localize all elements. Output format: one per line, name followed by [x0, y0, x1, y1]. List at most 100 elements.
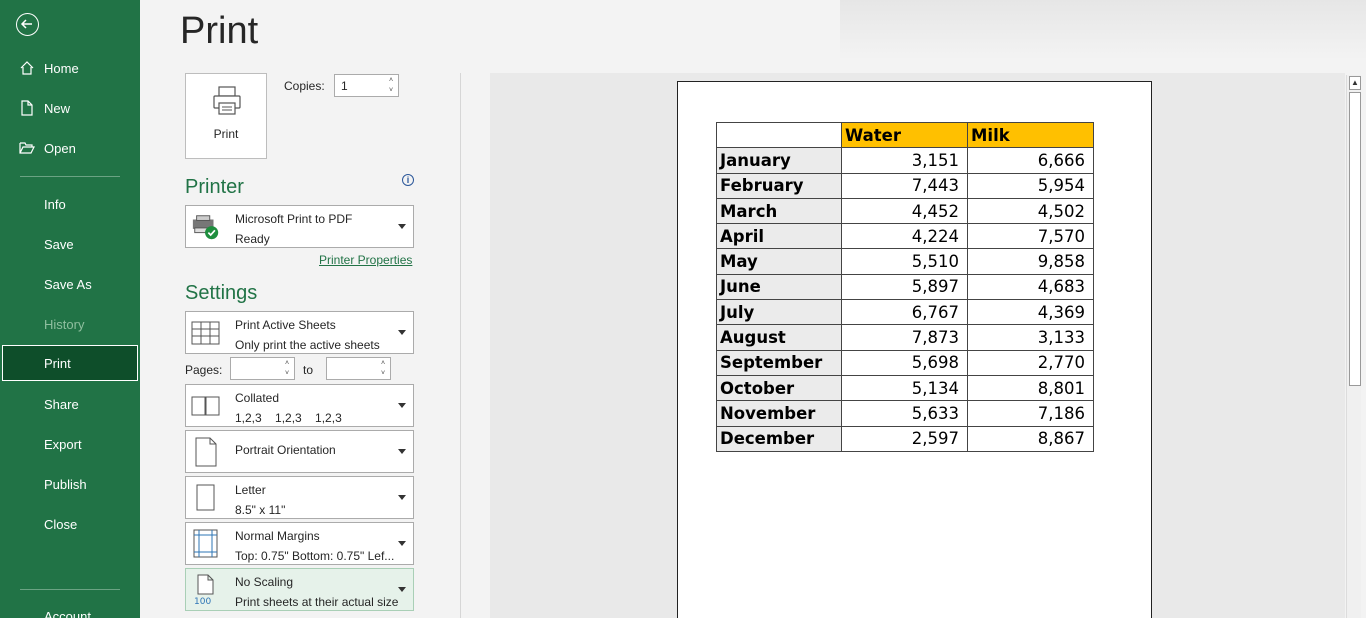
table-header-cell: Water: [842, 123, 968, 148]
pages-from-input[interactable]: ˄ ˅: [230, 357, 295, 380]
pages-from-decrement[interactable]: ˅: [282, 369, 292, 378]
month-cell: March: [717, 198, 842, 223]
copies-input[interactable]: 1 ˄ ˅: [334, 74, 399, 97]
sidebar-item-share[interactable]: Share: [0, 386, 140, 422]
sidebar-item-save-as[interactable]: Save As: [0, 266, 140, 302]
orientation-dropdown[interactable]: Portrait Orientation: [185, 430, 414, 473]
printer-dropdown[interactable]: Microsoft Print to PDF Ready: [185, 205, 414, 248]
folder-open-icon: [18, 139, 36, 157]
sidebar-item-label: History: [44, 317, 84, 332]
print-scope-title: Print Active Sheets: [235, 318, 336, 332]
print-scope-subtitle: Only print the active sheets: [235, 338, 380, 352]
milk-cell: 7,186: [968, 401, 1094, 426]
dropdown-arrow-icon: [398, 330, 406, 335]
printer-ready-icon: [191, 211, 221, 243]
scaling-title: No Scaling: [235, 575, 293, 589]
print-scope-dropdown[interactable]: Print Active Sheets Only print the activ…: [185, 311, 414, 354]
sidebar-item-label: Save As: [44, 277, 92, 292]
portrait-page-icon: [191, 436, 221, 468]
table-row: February 7,443 5,954: [717, 173, 1094, 198]
sidebar-item-label: Share: [44, 397, 79, 412]
milk-cell: 4,683: [968, 274, 1094, 299]
info-icon[interactable]: i: [402, 174, 414, 186]
scroll-thumb[interactable]: [1349, 92, 1361, 386]
pages-from-increment[interactable]: ˄: [282, 359, 292, 368]
table-row: May 5,510 9,858: [717, 249, 1094, 274]
milk-cell: 4,502: [968, 198, 1094, 223]
month-cell: February: [717, 173, 842, 198]
table-row: January 3,151 6,666: [717, 148, 1094, 173]
table-row: December 2,597 8,867: [717, 426, 1094, 451]
month-cell: January: [717, 148, 842, 173]
paper-size-title: Letter: [235, 483, 266, 497]
paper-size-dropdown[interactable]: Letter 8.5" x 11": [185, 476, 414, 519]
water-cell: 6,767: [842, 300, 968, 325]
table-row: October 5,134 8,801: [717, 375, 1094, 400]
preview-table: Water Milk January 3,151 6,666 February 7,4…: [716, 122, 1094, 452]
page-title: Print: [180, 10, 258, 53]
table-row: June 5,897 4,683: [717, 274, 1094, 299]
sidebar-item-info[interactable]: Info: [0, 186, 140, 222]
sidebar-item-new[interactable]: New: [0, 90, 140, 126]
table-row: September 5,698 2,770: [717, 350, 1094, 375]
orientation-title: Portrait Orientation: [235, 443, 336, 457]
milk-cell: 7,570: [968, 224, 1094, 249]
margins-dropdown[interactable]: Normal Margins Top: 0.75" Bottom: 0.75" …: [185, 522, 414, 565]
pages-label: Pages:: [185, 363, 222, 377]
sidebar-divider: [20, 589, 120, 590]
print-button[interactable]: Print: [185, 73, 267, 159]
svg-text:100: 100: [194, 597, 211, 606]
scroll-up-icon[interactable]: ▲: [1349, 76, 1361, 90]
pages-to-increment[interactable]: ˄: [378, 359, 388, 368]
paper-size-subtitle: 8.5" x 11": [235, 503, 285, 517]
table-row: July 6,767 4,369: [717, 300, 1094, 325]
printer-status: Ready: [235, 232, 270, 246]
sidebar-item-close[interactable]: Close: [0, 506, 140, 542]
water-cell: 7,443: [842, 173, 968, 198]
back-button[interactable]: [16, 13, 39, 36]
water-cell: 5,897: [842, 274, 968, 299]
water-cell: 2,597: [842, 426, 968, 451]
sidebar-item-label: Account: [44, 609, 91, 618]
month-cell: October: [717, 375, 842, 400]
sidebar-item-home[interactable]: Home: [0, 50, 140, 86]
water-cell: 7,873: [842, 325, 968, 350]
water-cell: 4,452: [842, 198, 968, 223]
sidebar-item-publish[interactable]: Publish: [0, 466, 140, 502]
sidebar-item-open[interactable]: Open: [0, 130, 140, 166]
collation-dropdown[interactable]: Collated 1,2,3 1,2,3 1,2,3: [185, 384, 414, 427]
table-row: August 7,873 3,133: [717, 325, 1094, 350]
sidebar-item-save[interactable]: Save: [0, 226, 140, 262]
home-icon: [18, 59, 36, 77]
water-cell: 5,510: [842, 249, 968, 274]
collated-icon: [191, 390, 221, 422]
dropdown-arrow-icon: [398, 224, 406, 229]
scaling-dropdown[interactable]: 100 No Scaling Print sheets at their act…: [185, 568, 414, 611]
sidebar-item-export[interactable]: Export: [0, 426, 140, 462]
table-header-cell: [717, 123, 842, 148]
sidebar-item-print[interactable]: Print: [2, 345, 138, 381]
margins-subtitle: Top: 0.75" Bottom: 0.75" Lef...: [235, 549, 394, 563]
sidebar-item-account[interactable]: Account: [0, 598, 140, 618]
milk-cell: 9,858: [968, 249, 1094, 274]
month-cell: September: [717, 350, 842, 375]
sidebar-item-label: Close: [44, 517, 77, 532]
copies-decrement[interactable]: ˅: [386, 86, 396, 95]
milk-cell: 2,770: [968, 350, 1094, 375]
sidebar-item-label: Print: [44, 356, 71, 371]
pages-to-decrement[interactable]: ˅: [378, 369, 388, 378]
settings-section-title: Settings: [185, 282, 257, 305]
header-decoration: [840, 0, 1366, 60]
printer-properties-link[interactable]: Printer Properties: [319, 253, 412, 267]
sidebar-item-label: Home: [44, 61, 79, 76]
sheets-icon: [191, 317, 221, 349]
table-header-row: Water Milk: [717, 123, 1094, 148]
table-row: April 4,224 7,570: [717, 224, 1094, 249]
pages-to-input[interactable]: ˄ ˅: [326, 357, 391, 380]
preview-scrollbar[interactable]: ▲: [1346, 75, 1361, 618]
water-cell: 5,633: [842, 401, 968, 426]
copies-increment[interactable]: ˄: [386, 76, 396, 85]
printer-icon: [211, 85, 243, 117]
collation-title: Collated: [235, 391, 279, 405]
printer-section-title: Printer: [185, 176, 244, 199]
